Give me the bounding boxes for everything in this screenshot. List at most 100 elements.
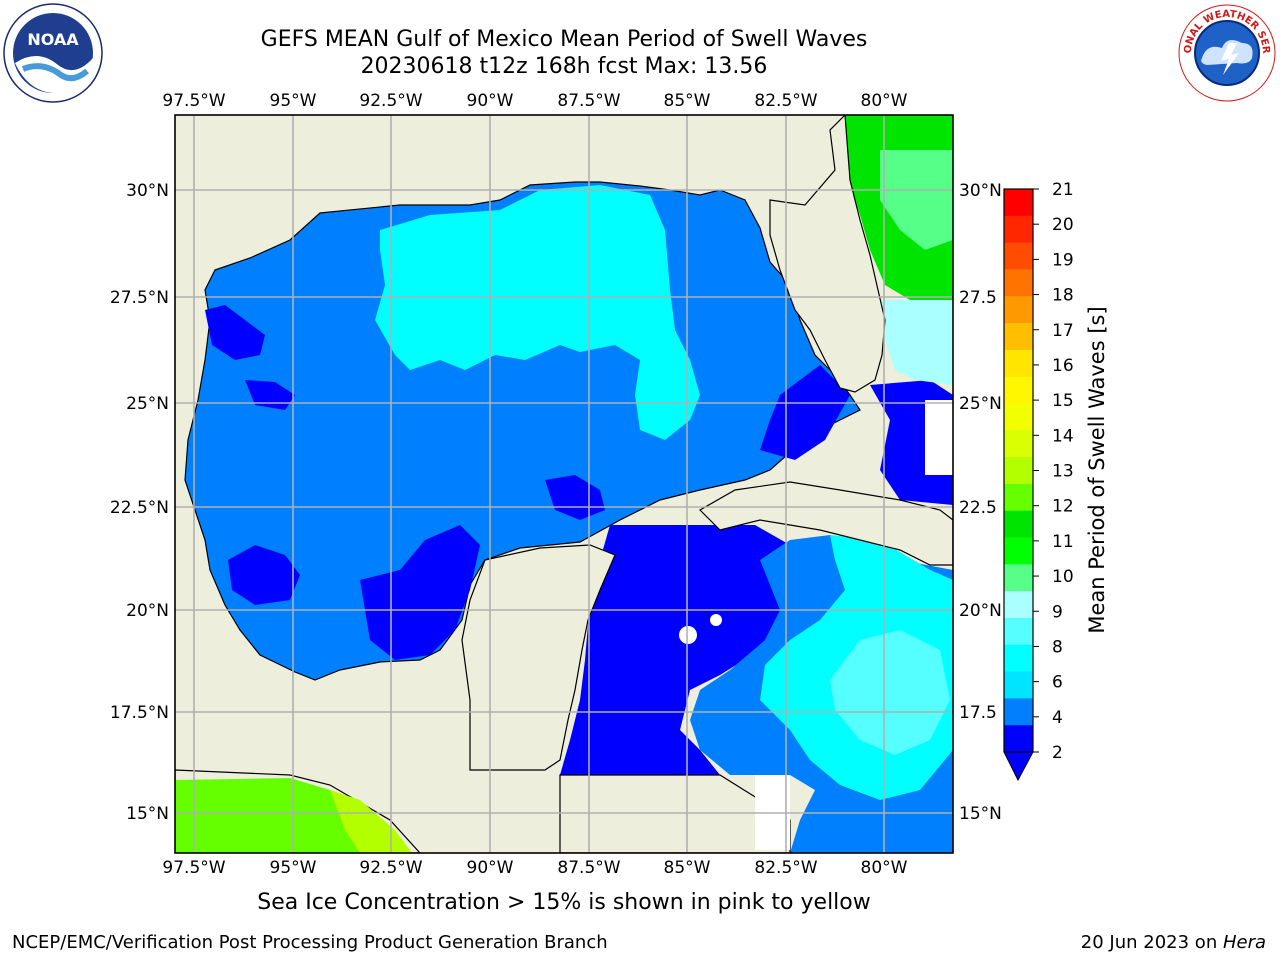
lon-tick-label: 80°W <box>861 91 908 111</box>
colorbar-tick-label: 2 <box>1052 743 1063 763</box>
lon-tick-label: 90°W <box>467 91 514 111</box>
colorbar-swatch <box>1004 349 1033 378</box>
colorbar-tick-label: 10 <box>1052 567 1074 587</box>
footer-host: Hera <box>1222 932 1266 953</box>
lon-tick-label: 95°W <box>270 858 317 878</box>
nws-logo-icon: NATIONAL WEATHER SERVICE <box>1177 3 1276 102</box>
lat-tick-label: 27.5°N <box>110 288 169 308</box>
colorbar-swatch <box>1004 617 1033 646</box>
colorbar-swatch <box>1004 242 1033 270</box>
lon-tick-label: 85°W <box>664 858 711 878</box>
chart-subtitle: 20230618 t12z 168h fcst Max: 13.56 <box>360 54 768 79</box>
no-data-dot-2 <box>710 614 722 626</box>
colorbar-swatch <box>1004 537 1033 565</box>
colorbar-swatch <box>1004 483 1033 512</box>
lat-tick-label: 17.5°N <box>110 703 169 723</box>
colorbar-tick-label: 16 <box>1052 356 1074 376</box>
lat-tick-label: 20°N <box>959 601 1002 621</box>
lat-tick-label: 27.5 <box>959 288 997 308</box>
lon-tick-label: 87.5°W <box>557 91 620 111</box>
lat-tick-label: 22.5°N <box>110 498 169 518</box>
deep-blue-patch-w1 <box>205 305 265 360</box>
lon-tick-label: 90°W <box>467 858 514 878</box>
colorbar-swatch <box>1004 323 1033 351</box>
lon-tick-label: 85°W <box>664 91 711 111</box>
lat-tick-label: 17.5 <box>959 703 997 723</box>
colorbar-tick-label: 21 <box>1052 180 1074 200</box>
map-frame <box>174 114 954 854</box>
colorbar-tick-label: 4 <box>1052 708 1063 728</box>
lon-tick-label: 97.5°W <box>162 91 225 111</box>
colorbar-swatch <box>1004 430 1033 458</box>
lon-tick-label: 97.5°W <box>162 858 225 878</box>
colorbar-swatch <box>1004 671 1033 699</box>
colorbar-tick-label: 19 <box>1052 250 1074 270</box>
deep-blue-patch-e <box>760 365 850 460</box>
lon-tick-label: 80°W <box>861 858 908 878</box>
colorbar-extend-arrow <box>1003 751 1034 782</box>
deep-blue-patch-c <box>545 475 605 520</box>
colorbar-swatch <box>1004 403 1033 431</box>
colorbar-swatch <box>1004 510 1033 539</box>
colorbar-tick-label: 8 <box>1052 637 1063 657</box>
no-data-dot-1 <box>679 626 697 644</box>
atlantic-cyan-strip <box>880 300 953 385</box>
lat-tick-label: 25°N <box>126 394 169 414</box>
colorbar-swatches <box>1004 189 1033 753</box>
lon-ticks-top: 97.5°W 95°W 92.5°W 90°W 87.5°W 85°W 82.5… <box>162 91 907 111</box>
colorbar-ticks: 21 20 19 18 17 16 15 14 13 12 11 10 9 8 6 4 2 <box>1033 180 1074 763</box>
colorbar-tick-label: 15 <box>1052 391 1074 411</box>
lat-tick-label: 30°N <box>126 181 169 201</box>
colorbar-swatch <box>1004 296 1033 324</box>
lon-tick-label: 82.5°W <box>754 858 817 878</box>
gulf-swell-field <box>184 181 861 681</box>
colorbar-tick-label: 17 <box>1052 321 1074 341</box>
lon-tick-label: 82.5°W <box>754 91 817 111</box>
map-gridlines <box>175 115 953 853</box>
no-data-block-1 <box>925 400 953 475</box>
caribbean-light-cyan <box>830 630 950 755</box>
colorbar-swatch <box>1004 376 1033 404</box>
colorbar-tick-label: 6 <box>1052 673 1063 693</box>
colorbar-swatch <box>1004 725 1033 753</box>
colorbar-tick-label: 13 <box>1052 462 1074 482</box>
footer-date-text: 20 Jun 2023 on <box>1080 932 1223 953</box>
lat-tick-label: 20°N <box>126 601 169 621</box>
colorbar-tick-label: 11 <box>1052 532 1074 552</box>
colorbar-label: Mean Period of Swell Waves [s] <box>1085 306 1109 634</box>
map-plot-area <box>175 115 953 853</box>
cuba-land <box>699 481 953 566</box>
colorbar-tick-label: 9 <box>1052 602 1063 622</box>
colorbar: 21 20 19 18 17 16 15 14 13 12 11 10 9 8 6 4 2 <box>1003 180 1074 782</box>
colorbar-tick-label: 18 <box>1052 286 1074 306</box>
lat-ticks-right: 30°N 27.5 25°N 22.5 20°N 17.5 15°N <box>959 181 1002 824</box>
lat-tick-label: 15°N <box>959 804 1002 824</box>
lat-tick-label: 25°N <box>959 394 1002 414</box>
yucatan-land <box>461 544 616 771</box>
lon-tick-label: 92.5°W <box>359 91 422 111</box>
lat-tick-label: 15°N <box>126 804 169 824</box>
colorbar-swatch <box>1004 457 1033 485</box>
colorbar-swatch <box>1004 189 1033 217</box>
lat-ticks-left: 30°N 27.5°N 25°N 22.5°N 20°N 17.5°N 15°N <box>110 181 169 824</box>
colorbar-swatch <box>1004 215 1033 244</box>
lat-tick-label: 22.5 <box>959 498 997 518</box>
lon-tick-label: 87.5°W <box>557 858 620 878</box>
atlantic-light-green <box>880 150 953 250</box>
colorbar-tick-label: 20 <box>1052 215 1074 235</box>
colorbar-swatch <box>1004 564 1033 592</box>
sea-ice-note: Sea Ice Concentration > 15% is shown in … <box>257 890 871 915</box>
chart-title: GEFS MEAN Gulf of Mexico Mean Period of … <box>260 27 868 52</box>
colorbar-swatch <box>1004 644 1033 673</box>
footer-date: 20 Jun 2023 on Hera <box>1081 932 1266 953</box>
colorbar-tick-label: 12 <box>1052 497 1074 517</box>
colorbar-tick-label: 14 <box>1052 426 1074 446</box>
lon-tick-label: 92.5°W <box>359 858 422 878</box>
lon-tick-label: 95°W <box>270 91 317 111</box>
lat-tick-label: 30°N <box>959 181 1002 201</box>
noaa-logo-icon: NOAA <box>3 3 103 103</box>
colorbar-swatch <box>1004 698 1033 726</box>
colorbar-swatch <box>1004 591 1033 619</box>
deep-blue-patch-sw <box>228 545 300 605</box>
